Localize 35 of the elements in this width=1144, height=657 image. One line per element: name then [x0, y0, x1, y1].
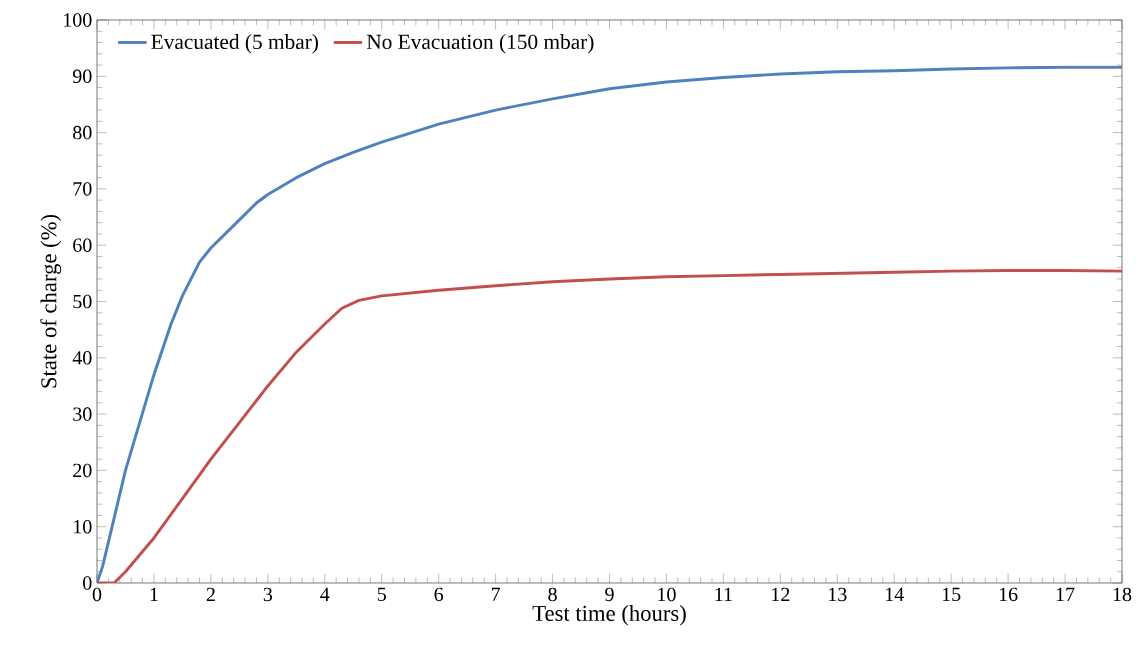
x-tick-label: 18 [1113, 587, 1132, 602]
y-tick-label: 0 [83, 576, 92, 590]
x-tick-label: 1 [150, 587, 158, 601]
y-tick-label: 30 [73, 407, 92, 421]
y-tick-label: 60 [73, 238, 92, 252]
y-tick-label: 50 [73, 294, 92, 309]
line-series [97, 65, 1123, 583]
x-tick-label: 16 [999, 587, 1018, 602]
x-tick-label: 7 [491, 587, 501, 601]
y-tick-label: 70 [73, 182, 92, 196]
y-tick-label: 10 [74, 519, 92, 534]
x-tick-label: 4 [320, 587, 330, 601]
x-tick-label: 0 [92, 587, 102, 602]
x-tick-label: 15 [942, 587, 961, 602]
x-tick-label: 13 [829, 587, 847, 602]
y-tick-label: 90 [72, 69, 92, 84]
y-axis-title: State of charge (%) [40, 214, 62, 388]
x-tick-label: 14 [885, 587, 904, 601]
x-tick-label: 17 [1056, 587, 1075, 601]
x-tick-label: 2 [206, 587, 215, 601]
x-tick-label: 12 [772, 587, 790, 601]
x-tick-label: 10 [658, 587, 676, 602]
x-tick-label: 9 [605, 587, 614, 602]
x-tick-label: 11 [715, 587, 732, 601]
x-tick-label: 6 [434, 587, 444, 602]
legend-label: Evacuated (5 mbar) [151, 34, 318, 54]
y-tick-label: 40 [72, 351, 92, 365]
x-axis-title: Test time (hours) [532, 605, 686, 626]
x-tick-label: 3 [263, 587, 273, 602]
x-tick-label: 5 [377, 587, 386, 601]
y-tick-label: 80 [73, 125, 92, 140]
x-tick-label: 8 [548, 587, 557, 602]
legend-label: No Evacuation (150 mbar) [366, 34, 594, 54]
y-tick-label: 100 [64, 13, 92, 27]
y-tick-label: 20 [73, 463, 92, 478]
